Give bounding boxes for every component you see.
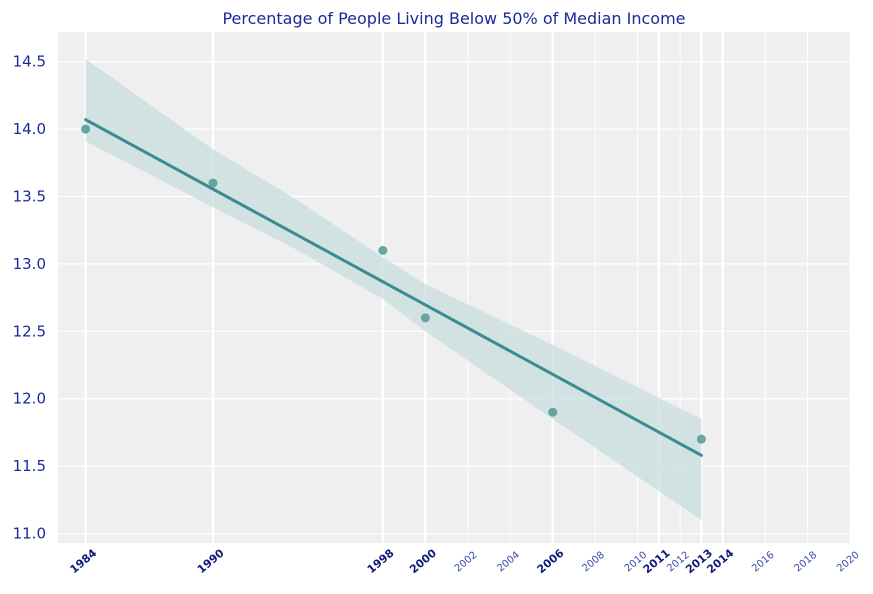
y-tick-label-1: 11.5: [13, 457, 46, 475]
y-tick-label-0: 11.0: [13, 525, 46, 543]
x-tick-label-2006: 2006: [535, 546, 567, 576]
data-point-1990: [208, 178, 218, 188]
y-tick-label-2: 12.0: [13, 390, 46, 408]
x-tick-label-2020: 2020: [835, 550, 862, 575]
data-point-2006: [548, 407, 558, 417]
x-tick-label-2002: 2002: [453, 550, 480, 575]
data-point-1998: [378, 245, 388, 255]
y-tick-label-6: 14.0: [13, 120, 46, 138]
y-tick-label-5: 13.5: [13, 187, 46, 205]
y-tick-label-7: 14.5: [13, 53, 46, 71]
plot-background: [58, 32, 850, 543]
chart-title: Percentage of People Living Below 50% of…: [222, 9, 685, 28]
x-tick-label-1998: 1998: [365, 546, 397, 576]
x-tick-label-2000: 2000: [407, 546, 439, 576]
x-tick-label-2016: 2016: [750, 550, 777, 575]
regression-line: [84, 118, 703, 457]
x-tick-label-1990: 1990: [195, 546, 227, 576]
data-point-2000: [420, 313, 430, 323]
y-tick-label-3: 12.5: [13, 322, 46, 340]
data-points: [81, 124, 706, 444]
x-tick-label-2008: 2008: [580, 550, 607, 575]
y-axis-ticks: 11.0 11.5 12.0 12.5 13.0 13.5 14.0 14.5: [13, 53, 46, 543]
regression-line-group: [84, 118, 703, 457]
x-tick-label-2018: 2018: [793, 550, 820, 575]
x-tick-label-1984: 1984: [67, 546, 99, 576]
confidence-band: [85, 58, 702, 521]
x-tick-label-2004: 2004: [495, 550, 522, 575]
y-tick-label-4: 13.0: [13, 255, 46, 273]
confidence-band-group: [85, 58, 702, 521]
data-point-2013: [696, 434, 706, 444]
data-point-1984: [81, 124, 91, 134]
